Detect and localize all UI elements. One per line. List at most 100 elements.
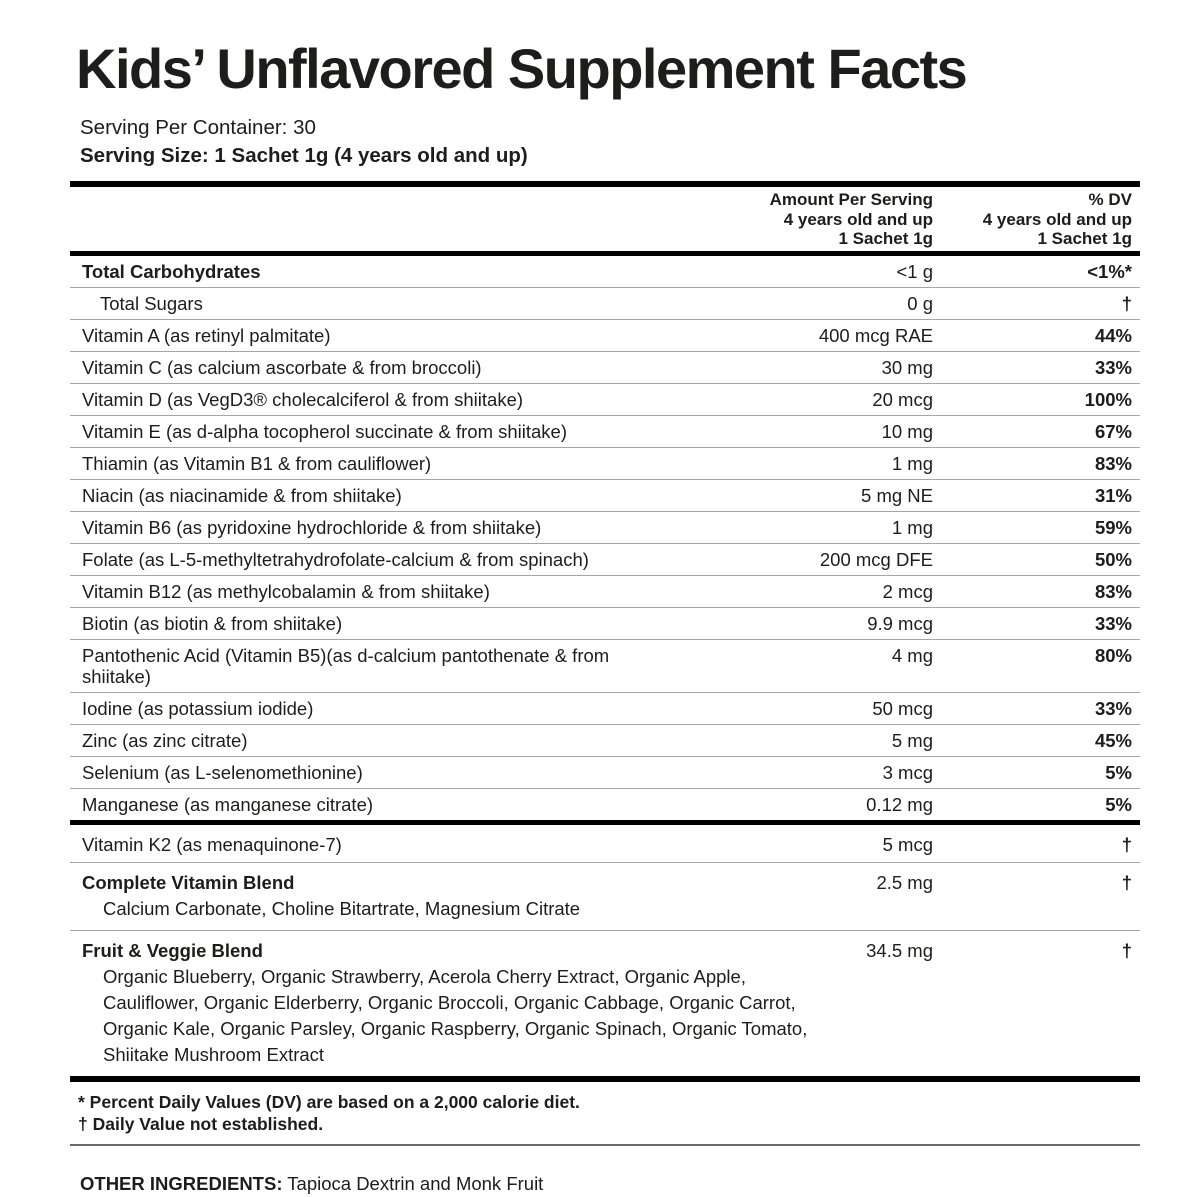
nutrient-row: Folate (as L-5-methyltetrahydrofolate-ca…	[70, 544, 1140, 576]
top-thick-rule	[70, 181, 1140, 187]
table-header-amount: Amount Per Serving 4 years old and up 1 …	[769, 190, 933, 248]
nutrient-dv: 67%	[1094, 420, 1132, 442]
header-thick-rule	[70, 250, 1140, 256]
nutrient-dv: 44%	[1094, 324, 1132, 346]
nutrient-amount: 1 mg	[891, 516, 933, 538]
nutrient-dv: †	[1121, 833, 1132, 855]
nutrient-amount: 9.9 mcg	[867, 612, 933, 634]
serving-size: Serving Size: 1 Sachet 1g (4 years old a…	[80, 144, 528, 167]
nutrient-amount: 200 mcg DFE	[819, 548, 933, 570]
nutrient-dv: †	[1121, 871, 1132, 893]
nutrient-name: Fruit & Veggie Blend	[82, 939, 263, 961]
section-thick-rule	[70, 819, 1140, 825]
nutrient-dv: 33%	[1094, 356, 1132, 378]
nutrient-amount: 20 mcg	[872, 388, 933, 410]
nutrient-row: Vitamin C (as calcium ascorbate & from b…	[70, 352, 1140, 384]
nutrient-dv: †	[1121, 939, 1132, 961]
nutrient-row: Total Sugars 0 g †	[70, 288, 1140, 320]
nutrient-dv: 33%	[1094, 697, 1132, 719]
nutrient-name: Vitamin E (as d-alpha tocopherol succina…	[82, 420, 568, 442]
nutrient-dv: 50%	[1094, 548, 1132, 570]
nutrient-dv: 59%	[1094, 516, 1132, 538]
nutrient-amount: 4 mg	[891, 644, 933, 666]
nutrient-name: Biotin (as biotin & from shiitake)	[82, 612, 343, 634]
nutrient-amount: 1 mg	[891, 452, 933, 474]
nutrient-row: Thiamin (as Vitamin B1 & from cauliflowe…	[70, 448, 1140, 480]
nutrient-amount: 5 mcg	[882, 833, 933, 855]
nutrient-amount: 5 mg NE	[861, 484, 933, 506]
table-header-row: Amount Per Serving 4 years old and up 1 …	[70, 187, 1140, 251]
nutrient-dv: 45%	[1094, 729, 1132, 751]
nutrient-row: Zinc (as zinc citrate) 5 mg 45%	[70, 725, 1140, 757]
nutrient-amount: 3 mcg	[882, 761, 933, 783]
nutrient-amount: 0 g	[907, 292, 933, 314]
nutrient-row: Niacin (as niacinamide & from shiitake) …	[70, 480, 1140, 512]
nutrient-amount: 400 mcg RAE	[818, 324, 933, 346]
blend-ingredients: Organic Blueberry, Organic Strawberry, A…	[103, 965, 808, 1065]
nutrient-name: Iodine (as potassium iodide)	[82, 697, 314, 719]
other-ingredients-text: Tapioca Dextrin and Monk Fruit	[282, 1172, 544, 1194]
nutrient-dv: †	[1121, 292, 1132, 314]
nutrient-amount: 10 mg	[881, 420, 933, 442]
nutrient-row: Biotin (as biotin & from shiitake) 9.9 m…	[70, 608, 1140, 640]
nutrient-amount: <1 g	[896, 260, 933, 282]
nutrient-dv: 83%	[1094, 580, 1132, 602]
nutrient-table-secondary: Vitamin K2 (as menaquinone-7) 5 mcg † Co…	[70, 825, 1140, 1076]
nutrient-name: Folate (as L-5-methyltetrahydrofolate-ca…	[82, 548, 589, 570]
nutrient-name: Complete Vitamin Blend	[82, 871, 295, 893]
nutrient-row: Complete Vitamin Blend 2.5 mg † Calcium …	[70, 863, 1140, 931]
nutrient-row: Vitamin B6 (as pyridoxine hydrochloride …	[70, 512, 1140, 544]
nutrient-row: Vitamin B12 (as methylcobalamin & from s…	[70, 576, 1140, 608]
nutrient-dv: 33%	[1094, 612, 1132, 634]
serving-info: Serving Per Container: 30 Serving Size: …	[80, 114, 1140, 170]
nutrient-name: Zinc (as zinc citrate)	[82, 729, 248, 751]
nutrient-name: Vitamin K2 (as menaquinone-7)	[82, 833, 342, 855]
nutrient-name: Total Carbohydrates	[82, 260, 261, 282]
nutrient-table-main: Total Carbohydrates <1 g <1%* Total Suga…	[70, 256, 1140, 820]
nutrient-amount: 50 mcg	[872, 697, 933, 719]
nutrient-dv: 100%	[1084, 388, 1132, 410]
nutrient-dv: 5%	[1105, 761, 1132, 783]
nutrient-row: Pantothenic Acid (Vitamin B5)(as d-calci…	[70, 640, 1140, 693]
nutrient-name: Vitamin B12 (as methylcobalamin & from s…	[82, 580, 490, 602]
footnotes: * Percent Daily Values (DV) are based on…	[78, 1091, 580, 1135]
nutrient-amount: 30 mg	[881, 356, 933, 378]
nutrient-dv: 31%	[1094, 484, 1132, 506]
table-header-dv: % DV 4 years old and up 1 Sachet 1g	[982, 190, 1132, 248]
nutrient-amount: 2.5 mg	[876, 871, 933, 893]
nutrient-dv: <1%*	[1087, 260, 1132, 282]
nutrient-amount: 34.5 mg	[866, 939, 933, 961]
nutrient-name: Vitamin C (as calcium ascorbate & from b…	[82, 356, 482, 378]
nutrient-name: Selenium (as L-selenomethionine)	[82, 761, 363, 783]
nutrient-name: Pantothenic Acid (Vitamin B5)(as d-calci…	[82, 644, 610, 687]
nutrient-name: Niacin (as niacinamide & from shiitake)	[82, 484, 402, 506]
nutrient-name: Vitamin D (as VegD3® cholecalciferol & f…	[82, 388, 524, 410]
nutrient-dv: 5%	[1105, 793, 1132, 815]
nutrient-row: Vitamin D (as VegD3® cholecalciferol & f…	[70, 384, 1140, 416]
nutrient-name: Thiamin (as Vitamin B1 & from cauliflowe…	[82, 452, 432, 474]
nutrient-row: Vitamin E (as d-alpha tocopherol succina…	[70, 416, 1140, 448]
serving-per-container: Serving Per Container: 30	[80, 116, 316, 139]
nutrient-amount: 2 mcg	[882, 580, 933, 602]
other-ingredients: OTHER INGREDIENTS: Tapioca Dextrin and M…	[80, 1173, 1140, 1195]
nutrient-row: Vitamin K2 (as menaquinone-7) 5 mcg †	[70, 825, 1140, 863]
other-ingredients-label: OTHER INGREDIENTS:	[80, 1172, 283, 1194]
nutrient-row: Selenium (as L-selenomethionine) 3 mcg 5…	[70, 757, 1140, 789]
blend-ingredients: Calcium Carbonate, Choline Bitartrate, M…	[103, 897, 581, 919]
nutrient-row: Iodine (as potassium iodide) 50 mcg 33%	[70, 693, 1140, 725]
nutrient-row: Manganese (as manganese citrate) 0.12 mg…	[70, 789, 1140, 820]
nutrient-name: Manganese (as manganese citrate)	[82, 793, 374, 815]
nutrient-name: Vitamin A (as retinyl palmitate)	[82, 324, 331, 346]
nutrient-amount: 5 mg	[891, 729, 933, 751]
nutrient-row: Fruit & Veggie Blend 34.5 mg † Organic B…	[70, 931, 1140, 1076]
nutrient-name: Total Sugars	[100, 292, 203, 314]
nutrient-dv: 83%	[1094, 452, 1132, 474]
nutrient-name: Vitamin B6 (as pyridoxine hydrochloride …	[82, 516, 542, 538]
nutrient-row: Total Carbohydrates <1 g <1%*	[70, 256, 1140, 288]
supplement-facts-panel: Kids’ Unflavored Supplement Facts Servin…	[70, 0, 1140, 1195]
footer-divider-rule	[70, 1143, 1140, 1146]
page-title: Kids’ Unflavored Supplement Facts	[76, 37, 968, 100]
bottom-thick-rule	[70, 1075, 1140, 1082]
nutrient-amount: 0.12 mg	[866, 793, 933, 815]
nutrient-row: Vitamin A (as retinyl palmitate) 400 mcg…	[70, 320, 1140, 352]
